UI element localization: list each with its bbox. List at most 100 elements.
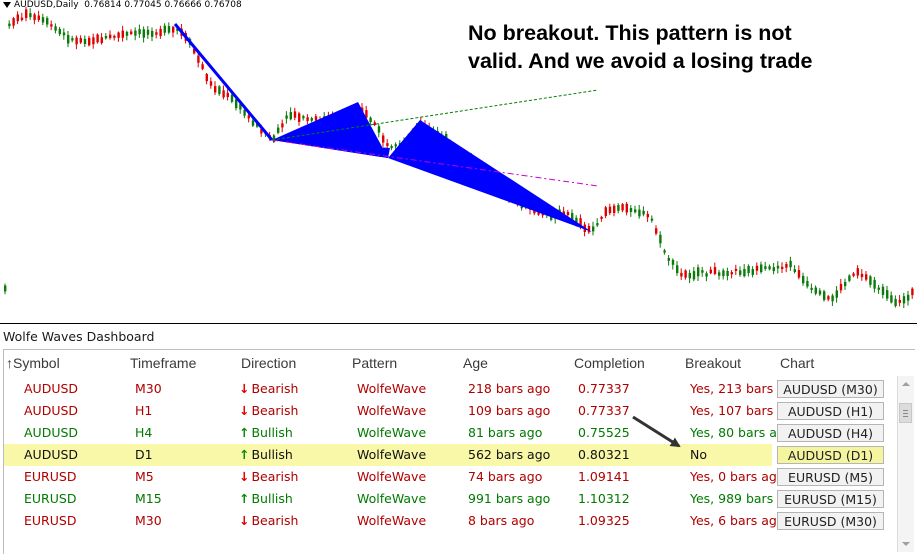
open-chart-button[interactable]: AUDUSD (M30) (777, 380, 884, 398)
header-symbol[interactable]: ↑Symbol (6, 355, 60, 371)
chart-info: AUDUSD,Daily 0.76814 0.77045 0.76666 0.7… (3, 0, 242, 10)
open-chart-button[interactable]: AUDUSD (H1) (777, 402, 884, 420)
cell-pattern: WolfeWave (357, 513, 427, 528)
open-chart-button[interactable]: EURUSD (M5) (777, 468, 884, 486)
arrow-up-icon: ↑ (239, 447, 250, 462)
direction-label: Bearish (251, 403, 299, 418)
cell-breakout: Yes, 6 bars ago (690, 513, 778, 528)
table-row[interactable]: AUDUSD H4 ↑ Bullish WolfeWave 81 bars ago 0.75… (4, 422, 778, 444)
arrow-down-icon: ↓ (239, 469, 250, 484)
cell-age: 81 bars ago (468, 425, 543, 440)
cell-pattern: WolfeWave (357, 403, 427, 418)
cell-symbol: EURUSD (24, 469, 77, 484)
cell-direction: ↑ Bullish (239, 425, 293, 440)
cell-completion: 1.09141 (578, 469, 630, 484)
arrow-up-icon: ↑ (239, 491, 250, 506)
cell-age: 562 bars ago (468, 447, 551, 462)
cell-pattern: WolfeWave (357, 425, 427, 440)
direction-label: Bullish (251, 491, 293, 506)
header-completion[interactable]: Completion (574, 355, 645, 371)
cell-breakout: Yes, 0 bars ago (690, 469, 778, 484)
sort-up-icon: ↑ (6, 355, 13, 371)
cell-direction: ↓ Bearish (239, 469, 298, 484)
cell-completion: 0.75525 (578, 425, 630, 440)
cell-symbol: AUDUSD (24, 381, 79, 396)
cell-breakout: Yes, 107 bars ago (690, 403, 778, 418)
scroll-down-icon[interactable] (898, 536, 913, 552)
cell-symbol: EURUSD (24, 491, 77, 506)
header-chart[interactable]: Chart (780, 355, 815, 371)
price-chart[interactable]: AUDUSD,Daily 0.76814 0.77045 0.76666 0.7… (0, 0, 917, 323)
cell-completion: 1.09325 (578, 513, 630, 528)
cell-symbol: AUDUSD (24, 447, 79, 462)
wolfe-waves-dashboard: Wolfe Waves Dashboard ↑Symbol Timeframe … (0, 324, 917, 554)
cell-completion: 0.80321 (578, 447, 630, 462)
cell-age: 109 bars ago (468, 403, 551, 418)
scroll-thumb[interactable] (899, 403, 912, 423)
scroll-up-icon[interactable] (898, 376, 913, 392)
cell-pattern: WolfeWave (357, 491, 427, 506)
cell-timeframe: M30 (135, 381, 162, 396)
cell-direction: ↓ Bearish (239, 403, 298, 418)
open-chart-button[interactable]: AUDUSD (H4) (777, 424, 884, 442)
table-row[interactable]: AUDUSD M30 ↓ Bearish WolfeWave 218 bars ago 0.… (4, 378, 778, 400)
header-breakout[interactable]: Breakout (685, 355, 742, 371)
cell-timeframe: D1 (135, 447, 153, 462)
direction-label: Bullish (251, 425, 293, 440)
cell-direction: ↑ Bullish (239, 491, 293, 506)
vertical-scrollbar[interactable] (897, 376, 914, 552)
open-chart-button[interactable]: AUDUSD (D1) (777, 446, 884, 464)
cell-age: 218 bars ago (468, 381, 551, 396)
cell-timeframe: M15 (135, 491, 162, 506)
dropdown-triangle-icon (3, 1, 11, 8)
cell-timeframe: M5 (135, 469, 154, 484)
chart-symbol-label: AUDUSD,Daily (14, 0, 79, 10)
table-row[interactable]: EURUSD M15 ↑ Bullish WolfeWave 991 bars ago 1.… (4, 488, 778, 510)
cell-direction: ↓ Bearish (239, 513, 298, 528)
cell-breakout: Yes, 213 bars ago (690, 381, 778, 396)
cell-timeframe: H4 (135, 425, 153, 440)
direction-label: Bullish (251, 447, 293, 462)
wolfe-leg-1 (173, 23, 274, 141)
cell-age: 74 bars ago (468, 469, 543, 484)
cell-breakout: Yes, 80 bars ago (690, 425, 778, 440)
cell-symbol: EURUSD (24, 513, 77, 528)
header-age[interactable]: Age (463, 355, 488, 371)
cell-age: 8 bars ago (468, 513, 535, 528)
table-row[interactable]: EURUSD M30 ↓ Bearish WolfeWave 8 bars ago 1.09… (4, 510, 778, 532)
dashboard-title: Wolfe Waves Dashboard (3, 329, 155, 344)
cell-pattern: WolfeWave (357, 381, 427, 396)
chart-divider (0, 323, 917, 324)
cell-breakout: No (690, 447, 707, 462)
table-row[interactable]: AUDUSD H1 ↓ Bearish WolfeWave 109 bars ago 0.7… (4, 400, 778, 422)
dashboard-frame (3, 349, 915, 554)
cell-symbol: AUDUSD (24, 403, 79, 418)
open-chart-button[interactable]: EURUSD (M30) (777, 512, 884, 530)
wolfe-triangle-3 (388, 120, 592, 232)
cell-completion: 0.77337 (578, 403, 630, 418)
cell-breakout: Yes, 989 bars ago (690, 491, 778, 506)
open-chart-button[interactable]: EURUSD (M15) (777, 490, 884, 508)
direction-label: Bearish (251, 469, 299, 484)
header-pattern[interactable]: Pattern (352, 355, 398, 371)
cell-completion: 0.77337 (578, 381, 630, 396)
direction-label: Bearish (251, 513, 299, 528)
direction-label: Bearish (251, 381, 299, 396)
header-direction[interactable]: Direction (241, 355, 297, 371)
cell-symbol: AUDUSD (24, 425, 79, 440)
cell-completion: 1.10312 (578, 491, 630, 506)
annotation-line-1: No breakout. This pattern is not (468, 21, 792, 45)
table-row[interactable]: EURUSD M5 ↓ Bearish WolfeWave 74 bars ago 1.09… (4, 466, 778, 488)
cell-direction: ↓ Bearish (239, 381, 298, 396)
table-row[interactable]: AUDUSD D1 ↑ Bullish WolfeWave 562 bars ago 0.8… (4, 444, 772, 466)
header-timeframe[interactable]: Timeframe (130, 355, 197, 371)
annotation-text: No breakout. This pattern is not valid. … (468, 19, 908, 75)
cell-direction: ↑ Bullish (239, 447, 293, 462)
header-symbol-label: Symbol (13, 355, 60, 371)
cell-timeframe: M30 (135, 513, 162, 528)
arrow-down-icon: ↓ (239, 381, 250, 396)
ep-line (271, 139, 599, 187)
cell-pattern: WolfeWave (357, 469, 427, 484)
annotation-line-2: valid. And we avoid a losing trade (468, 49, 813, 73)
chart-ohlc-values: 0.76814 0.77045 0.76666 0.76708 (84, 0, 242, 10)
